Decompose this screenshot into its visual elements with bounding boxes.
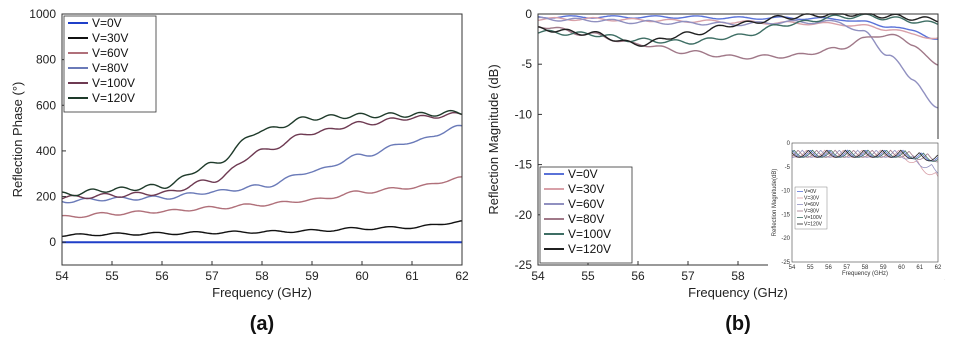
y-tick-label: 0 xyxy=(49,235,56,249)
inset-series-line xyxy=(791,149,939,162)
x-tick-label: 61 xyxy=(405,269,419,283)
inset-x-tick-label: 59 xyxy=(880,265,887,271)
inset-series-line xyxy=(791,149,938,163)
inset-y-tick-label: -15 xyxy=(781,212,790,218)
legend-entry: V=0V xyxy=(568,167,598,181)
legend-entry: V=30V xyxy=(92,31,128,45)
y-axis-label: Reflection Magnitude (dB) xyxy=(486,64,501,214)
inset-frame xyxy=(791,142,939,263)
x-tick-label: 55 xyxy=(105,269,119,283)
inset-y-tick-label: -25 xyxy=(781,260,790,266)
panel-label: (a) xyxy=(250,313,274,335)
legend-entry: V=100V xyxy=(568,227,611,241)
y-tick-label: -20 xyxy=(515,208,533,222)
x-tick-label: 59 xyxy=(305,269,319,283)
series-line-v30v xyxy=(61,220,463,238)
series-group xyxy=(537,13,939,109)
series-line-v30v xyxy=(537,16,939,40)
inset-y-tick-label: -20 xyxy=(781,236,790,242)
legend-entry: V=60V xyxy=(568,197,604,211)
x-axis-label: Frequency (GHz) xyxy=(688,285,788,300)
series-line-v60v xyxy=(61,176,463,219)
legend-entry: V=120V xyxy=(92,91,135,105)
inset-x-tick-label: 57 xyxy=(843,265,850,271)
inset-legend-entry: V=0V xyxy=(804,189,817,195)
x-tick-label: 57 xyxy=(681,269,695,283)
y-tick-label: 600 xyxy=(36,98,56,112)
series-group xyxy=(61,109,463,244)
inset-legend-entry: V=120V xyxy=(804,222,823,228)
legend-entry: V=120V xyxy=(568,242,611,256)
y-tick-label: 1000 xyxy=(29,7,56,21)
legend-entry: V=30V xyxy=(568,182,604,196)
inset-x-tick-label: 62 xyxy=(935,265,942,271)
inset-y-axis-label: Reflection Magnitude(dB) xyxy=(772,169,778,237)
x-tick-label: 58 xyxy=(255,269,269,283)
chart-b: 54 55 56 57 58 59 60 61 62 0 -5 -10 -15 -20 -25 Frequen… xyxy=(486,7,945,335)
x-tick-label: 56 xyxy=(631,269,645,283)
inset-x-tick-label: 54 xyxy=(789,265,796,271)
legend-entry: V=80V xyxy=(92,61,128,75)
legend-box xyxy=(63,15,157,113)
y-tick-label: 200 xyxy=(36,190,56,204)
inset-legend-box xyxy=(794,186,828,230)
legend-entry: V=0V xyxy=(92,16,122,30)
inset-legend-entry: V=60V xyxy=(804,202,820,208)
y-tick-label: 0 xyxy=(525,7,532,21)
x-axis-label: Frequency (GHz) xyxy=(212,285,312,300)
inset-legend-entry: V=80V xyxy=(804,209,820,215)
legend-entry: V=100V xyxy=(92,76,135,90)
y-tick-label: -5 xyxy=(521,57,532,71)
x-tick-label: 54 xyxy=(531,269,545,283)
x-tick-label: 62 xyxy=(455,269,469,283)
y-axis-label: Reflection Phase (°) xyxy=(10,82,25,198)
series-line-v80v xyxy=(61,124,463,204)
inset-series-line xyxy=(791,149,939,162)
x-tick-label: 54 xyxy=(55,269,69,283)
legend-box xyxy=(539,166,633,264)
x-tick-label: 55 xyxy=(581,269,595,283)
inset-y-tick-label: -5 xyxy=(785,165,791,171)
chart-a: 54 55 56 57 58 59 60 61 62 0 200 400 600 800 1000 Frequ… xyxy=(10,7,469,335)
x-tick-label: 56 xyxy=(155,269,169,283)
inset-x-tick-label: 58 xyxy=(862,265,869,271)
y-tick-label: 400 xyxy=(36,144,56,158)
y-tick-label: -15 xyxy=(515,158,533,172)
inset-x-tick-label: 60 xyxy=(898,265,905,271)
inset-x-axis-label: Frequency (GHz) xyxy=(842,271,888,277)
inset-y-tick-label: 0 xyxy=(787,141,791,147)
y-tick-label: 800 xyxy=(36,53,56,67)
legend-entry: V=80V xyxy=(568,212,604,226)
series-line-v120v xyxy=(61,109,463,197)
inset-x-tick-label: 55 xyxy=(807,265,814,271)
series-line-v0v xyxy=(537,15,939,40)
inset-x-tick-label: 56 xyxy=(825,265,832,271)
inset-x-tick-label: 61 xyxy=(916,265,923,271)
inset-chart: 54 55 56 57 58 59 60 61 62 0 -5 -10 -15 -20 -25 Frequen… xyxy=(768,139,944,288)
inset-y-tick-label: -10 xyxy=(781,189,790,195)
series-line-v60v xyxy=(537,16,939,109)
legend-entry: V=60V xyxy=(92,46,128,60)
inset-legend-entry: V=100V xyxy=(804,215,823,221)
y-tick-label: -10 xyxy=(515,107,533,121)
x-tick-label: 58 xyxy=(731,269,745,283)
inset-legend-entry: V=30V xyxy=(804,196,820,202)
x-tick-label: 60 xyxy=(355,269,369,283)
panel-label: (b) xyxy=(725,313,751,335)
y-tick-label: -25 xyxy=(515,258,533,272)
series-line-v80v xyxy=(537,25,939,66)
x-tick-label: 57 xyxy=(205,269,219,283)
series-line-v100v xyxy=(61,111,463,200)
